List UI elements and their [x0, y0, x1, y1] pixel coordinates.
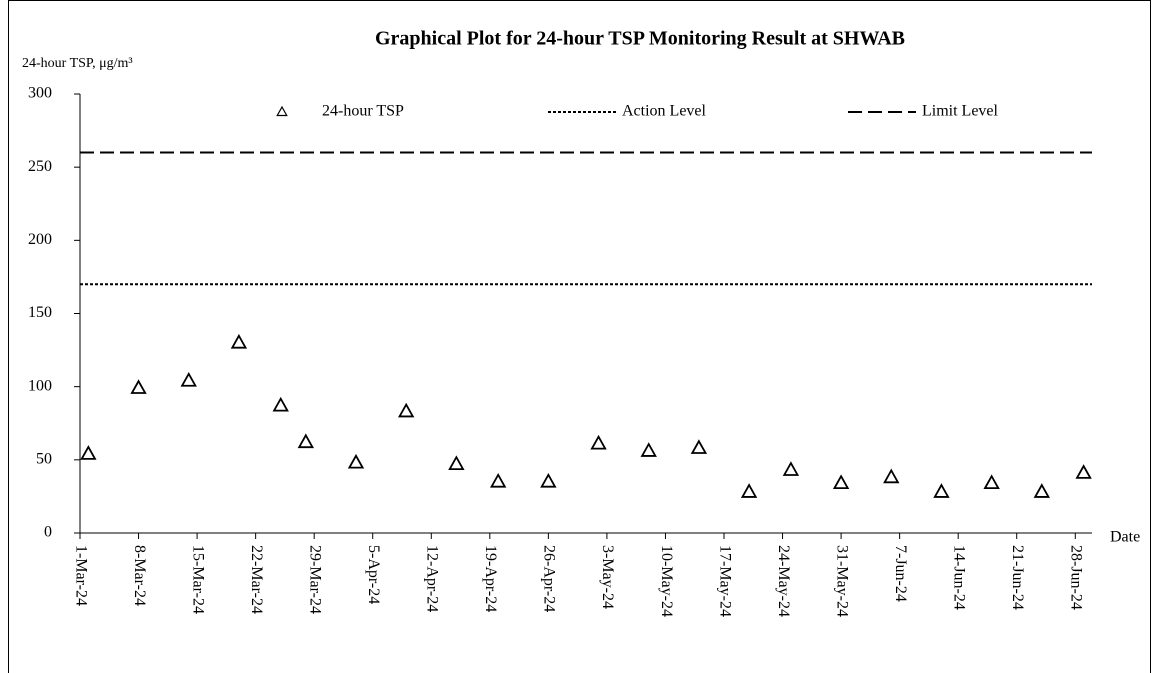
- data-point: [272, 396, 289, 412]
- data-point: [297, 433, 315, 449]
- data-point: [130, 379, 147, 394]
- data-point: [690, 439, 708, 454]
- x-tick-label: 12-Apr-24: [424, 545, 441, 612]
- data-point: [448, 455, 465, 471]
- data-point: [180, 371, 197, 387]
- x-tick-label: 14-Jun-24: [951, 545, 968, 610]
- x-tick-label: 21-Jun-24: [1009, 545, 1026, 610]
- y-tick-label: 100: [28, 377, 52, 394]
- legend-label: Action Level: [622, 103, 707, 120]
- frame: [8, 0, 1151, 673]
- x-tick-label: 8-Mar-24: [131, 545, 148, 606]
- legend-label: 24-hour TSP: [322, 103, 404, 120]
- data-point: [1075, 464, 1092, 479]
- x-tick-label: 7-Jun-24: [892, 545, 909, 602]
- data-point: [347, 453, 365, 469]
- data-point: [489, 472, 507, 488]
- x-tick-label: 3-May-24: [599, 545, 616, 609]
- y-axis-label: 24-hour TSP, μg/m³: [22, 56, 133, 71]
- x-tick-label: 15-Mar-24: [189, 545, 206, 614]
- data-point: [230, 333, 248, 349]
- x-tick-label: 22-Mar-24: [248, 545, 265, 614]
- chart-title: Graphical Plot for 24-hour TSP Monitorin…: [375, 28, 905, 50]
- y-tick-label: 250: [28, 158, 52, 175]
- y-tick-label: 150: [28, 304, 52, 321]
- data-point: [740, 483, 758, 498]
- y-tick-label: 50: [36, 451, 52, 468]
- x-tick-label: 19-Apr-24: [482, 545, 499, 612]
- data-point: [397, 402, 415, 418]
- data-point: [883, 468, 900, 484]
- data-point: [983, 474, 1000, 490]
- x-tick-label: 28-Jun-24: [1068, 545, 1085, 610]
- x-tick-label: 5-Apr-24: [365, 545, 382, 604]
- data-point: [540, 472, 557, 488]
- x-tick-label: 26-Apr-24: [541, 545, 558, 612]
- data-point: [80, 445, 97, 460]
- legend-symbol: [276, 105, 288, 117]
- x-tick-label: 10-May-24: [658, 545, 675, 617]
- x-axis-label: Date: [1110, 529, 1140, 546]
- x-tick-label: 1-Mar-24: [72, 545, 89, 606]
- data-point: [782, 461, 800, 476]
- x-tick-label: 17-May-24: [716, 545, 733, 617]
- data-point: [1033, 483, 1051, 498]
- data-point: [933, 483, 950, 498]
- legend-label: Limit Level: [922, 103, 999, 120]
- x-tick-label: 24-May-24: [775, 545, 792, 617]
- data-point: [832, 474, 850, 490]
- data-point: [590, 434, 607, 450]
- y-tick-label: 300: [28, 85, 52, 102]
- y-tick-label: 0: [44, 524, 52, 541]
- data-point: [640, 442, 657, 457]
- y-tick-label: 200: [28, 231, 52, 248]
- x-tick-label: 31-May-24: [833, 545, 850, 617]
- x-tick-label: 29-Mar-24: [307, 545, 324, 614]
